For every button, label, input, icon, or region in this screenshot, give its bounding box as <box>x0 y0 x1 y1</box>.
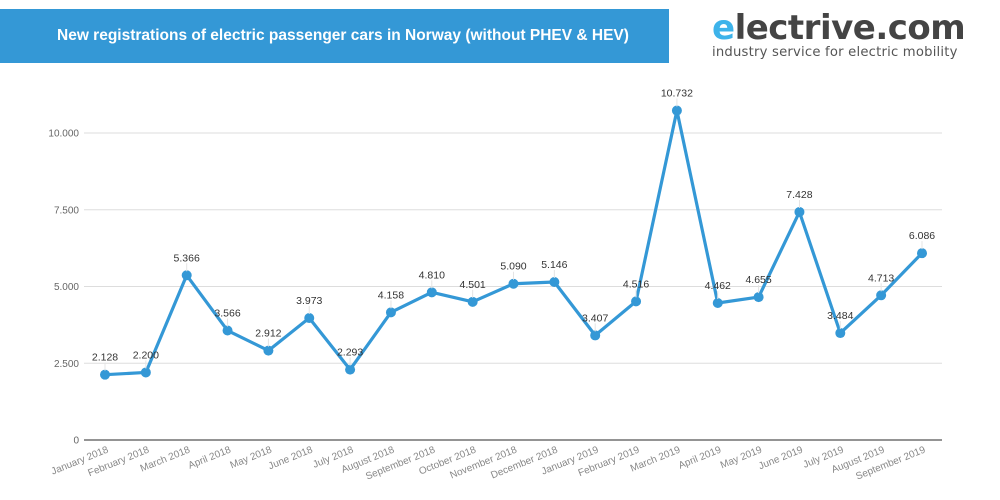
data-label: 3.973 <box>296 295 322 307</box>
data-label: 2.128 <box>92 352 118 364</box>
data-point <box>712 298 723 309</box>
data-labels: 2.128 2.200 5.366 3.566 2.912 3.973 2.293 4.158… <box>92 88 935 371</box>
data-label: 4.158 <box>378 289 404 301</box>
data-point <box>385 307 396 318</box>
data-label: 4.713 <box>868 272 894 284</box>
data-label: 3.566 <box>214 308 240 320</box>
title-banner: New registrations of electric passenger … <box>0 9 669 63</box>
chart-title: New registrations of electric passenger … <box>57 27 629 44</box>
y-axis-ticks: 0 2.500 5.000 7.500 10.000 <box>48 129 79 447</box>
x-tick-label: April 2018 <box>187 444 233 471</box>
data-label: 4.501 <box>460 279 486 291</box>
data-label: 4.810 <box>419 269 445 281</box>
x-tick-label: June 2019 <box>757 444 805 472</box>
data-point <box>140 367 151 378</box>
data-point <box>631 296 642 307</box>
data-point <box>671 105 682 116</box>
x-tick-label: September 2019 <box>854 444 927 482</box>
data-point <box>100 369 110 380</box>
electrive-logo: electrive.com industry service for elect… <box>712 8 982 60</box>
data-point <box>835 328 846 339</box>
data-label: 3.484 <box>827 310 853 322</box>
data-label: 2.293 <box>337 347 363 359</box>
data-point <box>467 296 478 307</box>
y-tick-label: 10.000 <box>48 129 79 140</box>
data-point <box>549 277 560 288</box>
data-label: 10.732 <box>661 88 693 100</box>
logo-wordmark: electrive.com <box>712 8 982 48</box>
y-tick-label: 0 <box>73 436 79 447</box>
data-point <box>794 206 805 217</box>
x-tick-label: May 2019 <box>719 444 764 471</box>
x-tick-label: June 2018 <box>267 444 315 472</box>
data-point <box>181 270 192 281</box>
data-point <box>222 325 233 336</box>
logo-brand-rest: lectrive.com <box>734 8 966 48</box>
data-point <box>345 364 356 375</box>
x-tick-label: May 2018 <box>229 444 274 471</box>
y-tick-label: 5.000 <box>54 282 79 293</box>
data-label: 5.146 <box>541 259 567 271</box>
data-label: 4.516 <box>623 278 649 290</box>
data-label: 5.366 <box>174 252 200 264</box>
data-point <box>263 345 274 356</box>
data-label: 5.090 <box>500 261 526 273</box>
data-label: 7.428 <box>786 189 812 201</box>
data-point <box>426 287 437 298</box>
data-label: 6.086 <box>909 230 935 242</box>
data-point <box>590 330 601 341</box>
y-tick-label: 2.500 <box>54 359 79 370</box>
data-label: 2.200 <box>133 349 159 361</box>
series-line-group <box>100 105 927 380</box>
logo-e-letter: e <box>712 8 735 48</box>
data-point <box>753 292 764 303</box>
data-point <box>876 290 887 301</box>
data-label: 4.462 <box>705 280 731 292</box>
logo-tagline: industry service for electric mobility <box>712 45 958 60</box>
x-tick-label: April 2019 <box>677 444 723 471</box>
data-point <box>917 248 927 259</box>
data-label: 2.912 <box>255 328 281 340</box>
y-tick-label: 7.500 <box>54 205 79 216</box>
data-label: 4.655 <box>745 274 771 286</box>
data-point <box>304 313 315 324</box>
data-point <box>508 278 519 289</box>
data-label: 3.407 <box>582 312 608 324</box>
